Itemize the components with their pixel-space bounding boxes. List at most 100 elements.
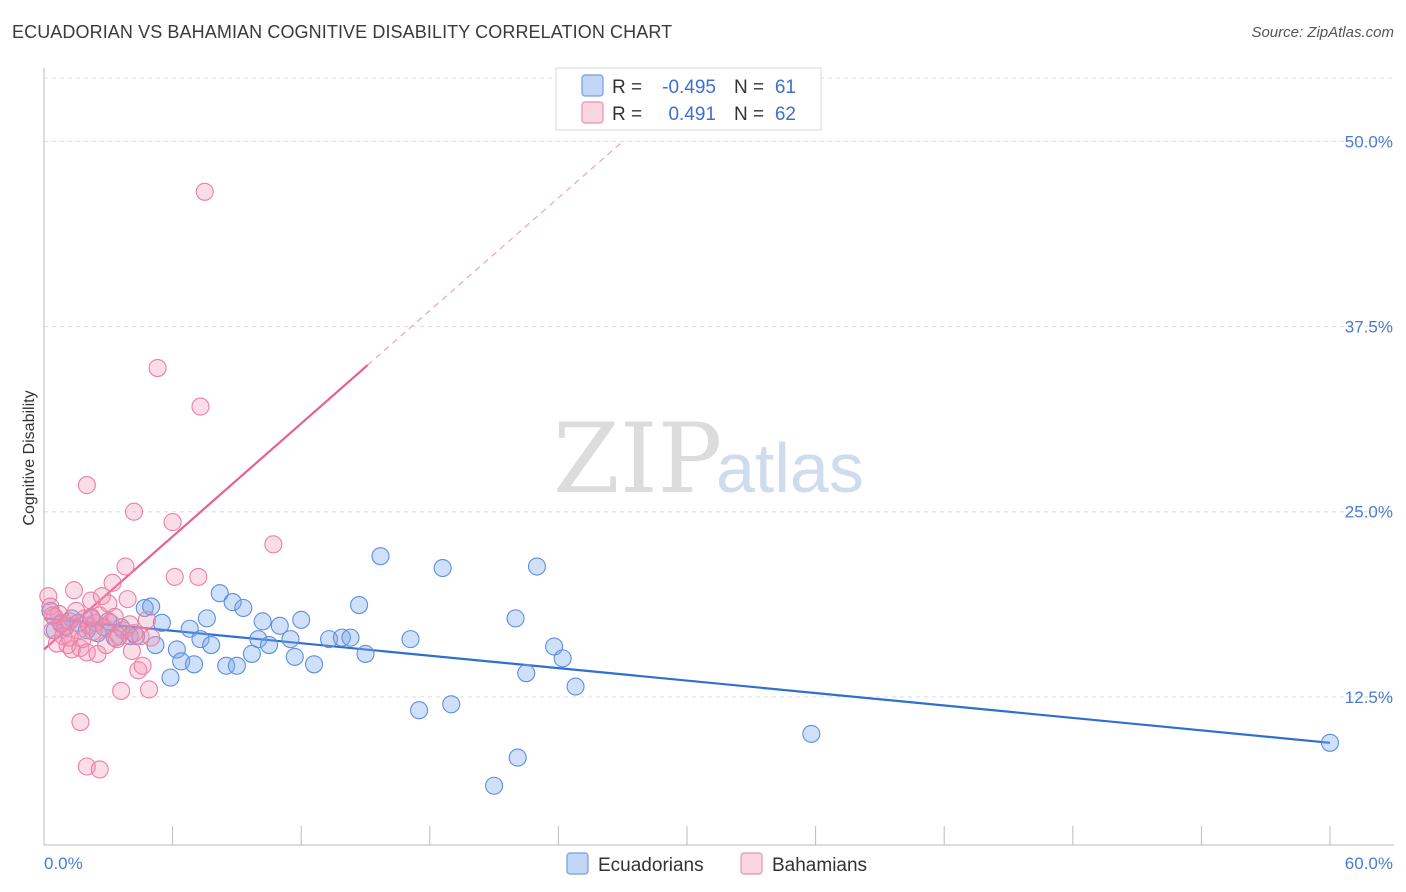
point-bahamians [82, 591, 101, 610]
point-ecuadorians [341, 628, 360, 647]
point-ecuadorians [527, 557, 547, 576]
x-tick-label-max: 60.0% [1345, 854, 1393, 873]
y-tick-label: 25.0% [1345, 503, 1393, 522]
point-ecuadorians [210, 584, 229, 603]
point-bahamians [189, 567, 208, 586]
point-ecuadorians [161, 668, 180, 687]
point-ecuadorians [485, 776, 504, 795]
point-bahamians [60, 628, 79, 647]
point-ecuadorians [305, 655, 324, 674]
point-ecuadorians [191, 630, 210, 649]
point-bahamians [64, 581, 84, 600]
point-bahamians [92, 587, 111, 606]
legend-swatch-bahamians [581, 101, 604, 124]
watermark: ZIP atlas [553, 403, 864, 515]
point-ecuadorians [217, 656, 236, 675]
point-ecuadorians [253, 612, 272, 631]
chart-title: ECUADORIAN VS BAHAMIAN COGNITIVE DISABIL… [12, 22, 673, 42]
point-bahamians [103, 573, 122, 592]
point-ecuadorians [1320, 733, 1340, 752]
point-bahamians [264, 535, 283, 554]
point-ecuadorians [401, 630, 420, 649]
point-ecuadorians [350, 595, 369, 615]
point-bahamians [137, 610, 156, 629]
point-ecuadorians [802, 724, 821, 743]
point-bahamians [107, 630, 126, 649]
point-bahamians [105, 607, 124, 626]
legend-r-label-bahamians: R = [612, 104, 642, 125]
point-bahamians [163, 513, 182, 532]
point-ecuadorians [197, 609, 216, 628]
y-tick-label: 12.5% [1345, 688, 1393, 707]
y-tick-label: 37.5% [1345, 318, 1393, 337]
point-ecuadorians [517, 664, 536, 683]
legend-n-label-ecuadorians: N = [734, 77, 764, 98]
point-ecuadorians [135, 598, 154, 618]
point-bahamians [139, 680, 159, 699]
point-ecuadorians [292, 610, 311, 629]
x-tick-label-min: 0.0% [44, 854, 83, 873]
legend-r-label-ecuadorians: R = [612, 77, 642, 98]
trend-line-bahamians [43, 364, 369, 651]
legend-box [555, 67, 822, 131]
point-bahamians [148, 359, 167, 378]
point-bahamians [116, 557, 135, 576]
watermark-zip: ZIP [553, 403, 722, 515]
point-ecuadorians [356, 644, 375, 663]
point-bahamians [165, 567, 184, 586]
point-bahamians [142, 628, 161, 647]
legend-swatch-ecuadorians [581, 74, 604, 97]
legend-n-label-bahamians: N = [734, 104, 764, 125]
point-bahamians [97, 635, 116, 655]
point-ecuadorians [142, 597, 161, 616]
point-ecuadorians [433, 558, 452, 578]
bottom-legend-swatch-bahamians [740, 852, 763, 875]
point-ecuadorians [152, 613, 171, 632]
x-axis-ticks [43, 826, 1331, 845]
legend-n-value-bahamians: 62 [775, 104, 796, 125]
point-ecuadorians [227, 656, 246, 675]
correlation-legend: R = -0.495 N = 61 R = 0.491 N = 62 [555, 67, 822, 131]
point-ecuadorians [410, 701, 429, 720]
point-bahamians [82, 607, 101, 626]
point-ecuadorians [270, 616, 289, 635]
point-ecuadorians [234, 598, 253, 618]
point-ecuadorians [371, 547, 390, 566]
point-bahamians [43, 606, 62, 625]
bottom-legend-swatch-ecuadorians [566, 852, 589, 875]
y-axis-tick-labels: 12.5% 25.0% 37.5% 50.0% [1345, 132, 1393, 706]
y-tick-label: 50.0% [1345, 132, 1393, 151]
point-ecuadorians [223, 593, 242, 612]
bottom-legend-label-ecuadorians: Ecuadorians [598, 855, 704, 876]
point-bahamians [118, 590, 137, 609]
legend-n-value-ecuadorians: 61 [775, 77, 796, 98]
point-ecuadorians [281, 630, 300, 649]
trend-line-ecuadorians [43, 617, 1331, 744]
point-ecuadorians [285, 647, 304, 666]
point-ecuadorians [249, 630, 268, 649]
point-bahamians [71, 713, 90, 732]
point-ecuadorians [202, 635, 221, 655]
data-points [39, 182, 1340, 795]
point-ecuadorians [566, 677, 585, 696]
point-bahamians [120, 615, 139, 634]
bottom-legend-label-bahamians: Bahamians [772, 855, 867, 876]
legend-r-value-bahamians: 0.491 [668, 104, 716, 125]
watermark-atlas: atlas [716, 429, 864, 507]
point-ecuadorians [259, 635, 279, 655]
legend-r-value-ecuadorians: -0.495 [662, 77, 716, 98]
point-ecuadorians [167, 640, 186, 659]
source-credit: Source: ZipAtlas.com [1251, 24, 1394, 41]
point-bahamians [112, 681, 131, 701]
series-legend: Ecuadorians Bahamians [566, 852, 867, 876]
point-ecuadorians [184, 655, 204, 674]
point-bahamians [122, 641, 141, 661]
point-bahamians [195, 182, 214, 201]
point-bahamians [77, 476, 96, 495]
trend-extension-bahamians [367, 140, 624, 366]
point-ecuadorians [553, 649, 572, 668]
point-bahamians [84, 622, 103, 641]
point-ecuadorians [508, 748, 527, 767]
point-bahamians [124, 502, 144, 521]
